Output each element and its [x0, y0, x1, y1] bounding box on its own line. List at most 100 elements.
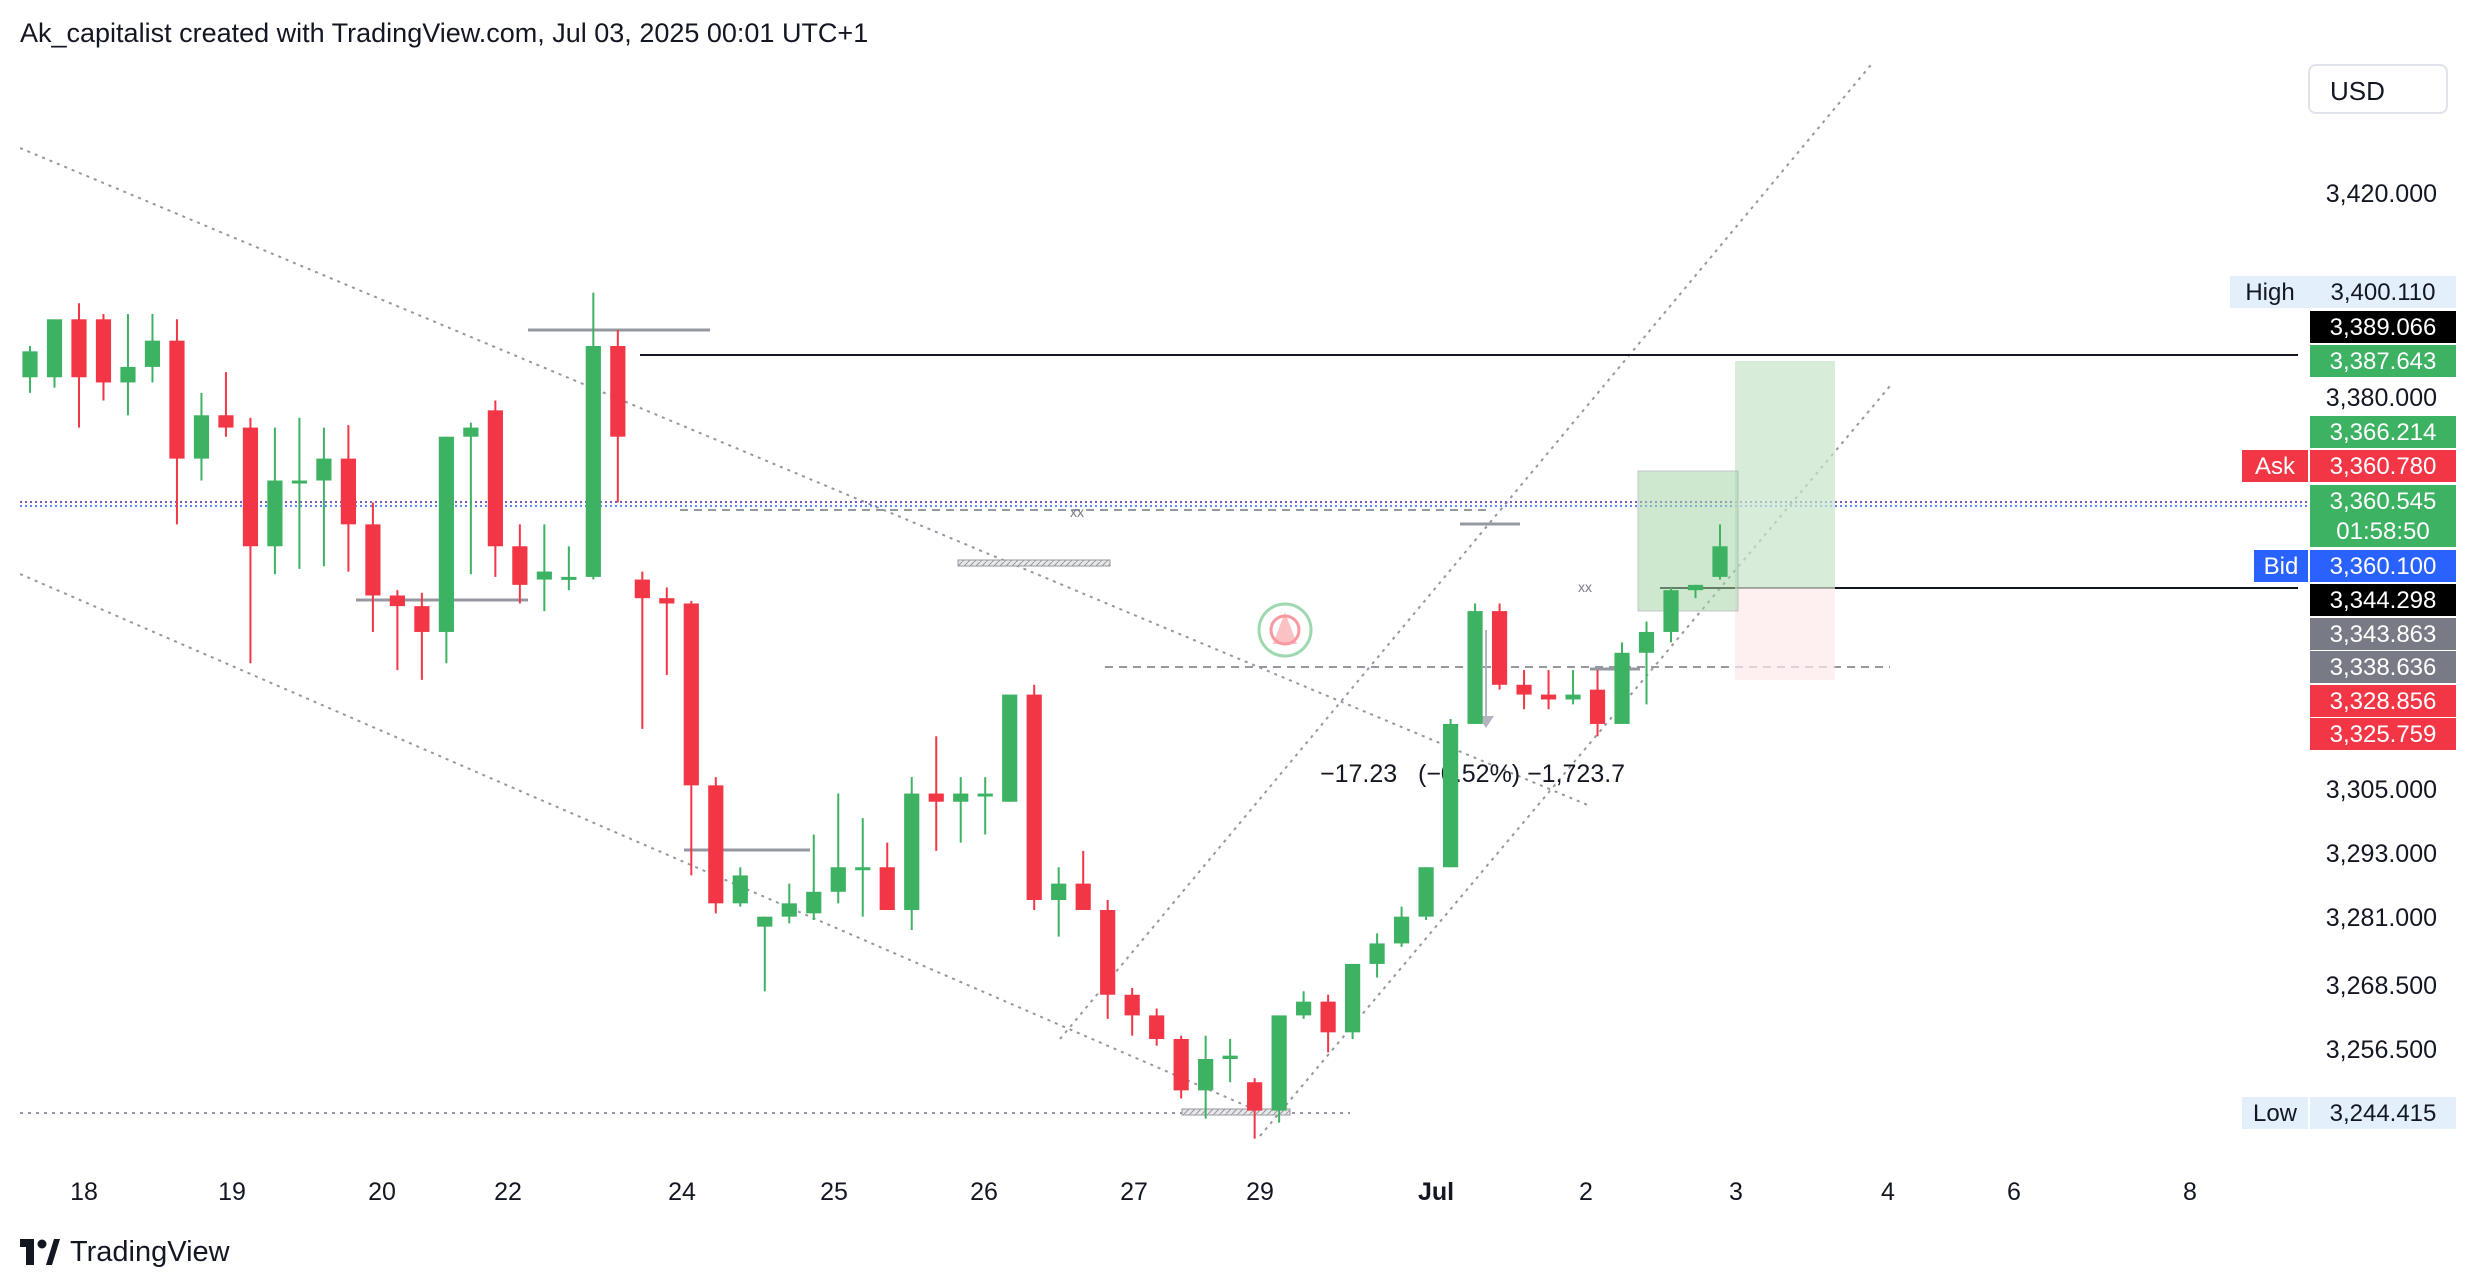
- candle[interactable]: [144, 313, 161, 383]
- candle[interactable]: [855, 818, 871, 917]
- candle[interactable]: [1418, 867, 1434, 920]
- price-tag-line-1-value: 3,389.066: [2330, 314, 2437, 341]
- candle[interactable]: [340, 425, 356, 572]
- candle[interactable]: [169, 319, 185, 525]
- candle[interactable]: [1124, 987, 1140, 1036]
- candle[interactable]: [95, 313, 112, 401]
- price-label-ask: Ask 3,360.780: [2242, 450, 2456, 482]
- candle[interactable]: [561, 546, 577, 591]
- candle[interactable]: [218, 372, 234, 437]
- candle[interactable]: [1467, 603, 1483, 724]
- take-profit-zone[interactable]: [1735, 361, 1835, 588]
- candle[interactable]: [683, 600, 699, 876]
- tradingview-brand[interactable]: TradingView: [20, 1232, 230, 1272]
- time-axis-tick: 20: [368, 1178, 396, 1206]
- currency-selector[interactable]: USD: [2308, 64, 2448, 114]
- candle[interactable]: [904, 777, 920, 930]
- candle[interactable]: [1100, 900, 1116, 1019]
- candle[interactable]: [781, 883, 797, 924]
- candle-body: [1394, 916, 1410, 944]
- candle[interactable]: [1712, 524, 1728, 580]
- candle[interactable]: [1026, 684, 1042, 910]
- down-channel-upper-line[interactable]: [20, 147, 1591, 807]
- candle[interactable]: [1565, 670, 1581, 705]
- candle[interactable]: [1638, 621, 1655, 705]
- candle[interactable]: [634, 571, 650, 729]
- candle[interactable]: [1589, 670, 1606, 737]
- price-tag-line-7-value: 3,328.856: [2330, 688, 2437, 715]
- candle-body: [1100, 910, 1116, 995]
- candle-body: [144, 340, 161, 367]
- candle[interactable]: [732, 867, 748, 907]
- candle[interactable]: [1345, 963, 1361, 1039]
- projection-marker: xx: [1578, 579, 1592, 595]
- candle[interactable]: [267, 427, 283, 575]
- candle[interactable]: [46, 319, 63, 388]
- time-axis-tick: 3: [1729, 1178, 1743, 1206]
- watermark-emblem-icon: [1257, 602, 1313, 658]
- candle[interactable]: [977, 777, 993, 835]
- candle-body: [1320, 1001, 1336, 1033]
- candle[interactable]: [193, 392, 210, 481]
- candle[interactable]: [414, 592, 430, 680]
- candle[interactable]: [536, 524, 552, 612]
- candle[interactable]: [1222, 1039, 1238, 1083]
- candle[interactable]: [1369, 933, 1385, 978]
- candle[interactable]: [389, 590, 405, 671]
- candle[interactable]: [708, 777, 724, 914]
- candle-body: [1345, 963, 1361, 1033]
- down-channel-lower-line[interactable]: [20, 573, 1266, 1115]
- candle[interactable]: [1198, 1035, 1214, 1119]
- price-tag-line-8: 3,325.759: [2310, 718, 2456, 750]
- candle[interactable]: [659, 587, 675, 676]
- tradingview-logo-icon: [20, 1239, 60, 1265]
- candle-body: [1124, 994, 1140, 1016]
- candle[interactable]: [806, 834, 822, 920]
- candle[interactable]: [1051, 867, 1067, 937]
- time-axis-tick: 24: [668, 1178, 696, 1206]
- candle[interactable]: [291, 417, 308, 569]
- candle[interactable]: [879, 842, 895, 910]
- candle[interactable]: [1614, 642, 1630, 724]
- candle[interactable]: [928, 736, 944, 851]
- candle-body: [1002, 694, 1018, 802]
- candle[interactable]: [1394, 906, 1410, 947]
- candle[interactable]: [71, 303, 87, 428]
- candle[interactable]: [438, 436, 454, 664]
- candle-body: [267, 480, 283, 547]
- candle[interactable]: [953, 777, 969, 843]
- candle[interactable]: [1540, 670, 1557, 710]
- candle[interactable]: [463, 422, 479, 575]
- candle[interactable]: [1075, 850, 1091, 910]
- candle[interactable]: [1173, 1035, 1189, 1099]
- candle[interactable]: [1271, 1015, 1287, 1123]
- candle[interactable]: [1663, 587, 1679, 643]
- candle[interactable]: [1296, 991, 1312, 1019]
- price-chart[interactable]: xx x xx −17.23 (−0.52%) −1,723.7 3,420.0…: [20, 64, 2456, 1214]
- candle[interactable]: [242, 417, 259, 664]
- up-channel-upper-line[interactable]: [1059, 64, 1880, 1040]
- candle[interactable]: [1002, 694, 1018, 802]
- candle[interactable]: [120, 313, 136, 416]
- candle[interactable]: [757, 916, 773, 992]
- candle[interactable]: [1320, 994, 1336, 1053]
- stop-loss-zone[interactable]: [1735, 588, 1835, 680]
- candle[interactable]: [1442, 719, 1459, 868]
- candle-body: [1222, 1055, 1238, 1059]
- candle[interactable]: [365, 502, 381, 632]
- candle[interactable]: [1491, 603, 1508, 690]
- candle[interactable]: [487, 400, 503, 577]
- candle-body: [879, 867, 895, 910]
- candle[interactable]: [1516, 670, 1532, 710]
- candle[interactable]: [22, 346, 38, 393]
- candle[interactable]: [830, 793, 846, 904]
- candle-body: [169, 340, 185, 459]
- candle-body: [634, 579, 650, 599]
- candle[interactable]: [585, 292, 601, 580]
- candle[interactable]: [610, 329, 626, 503]
- candle[interactable]: [512, 524, 528, 604]
- candle[interactable]: [1247, 1078, 1263, 1139]
- candle[interactable]: [1149, 1008, 1165, 1046]
- candle[interactable]: [1687, 584, 1704, 599]
- candle[interactable]: [316, 427, 332, 567]
